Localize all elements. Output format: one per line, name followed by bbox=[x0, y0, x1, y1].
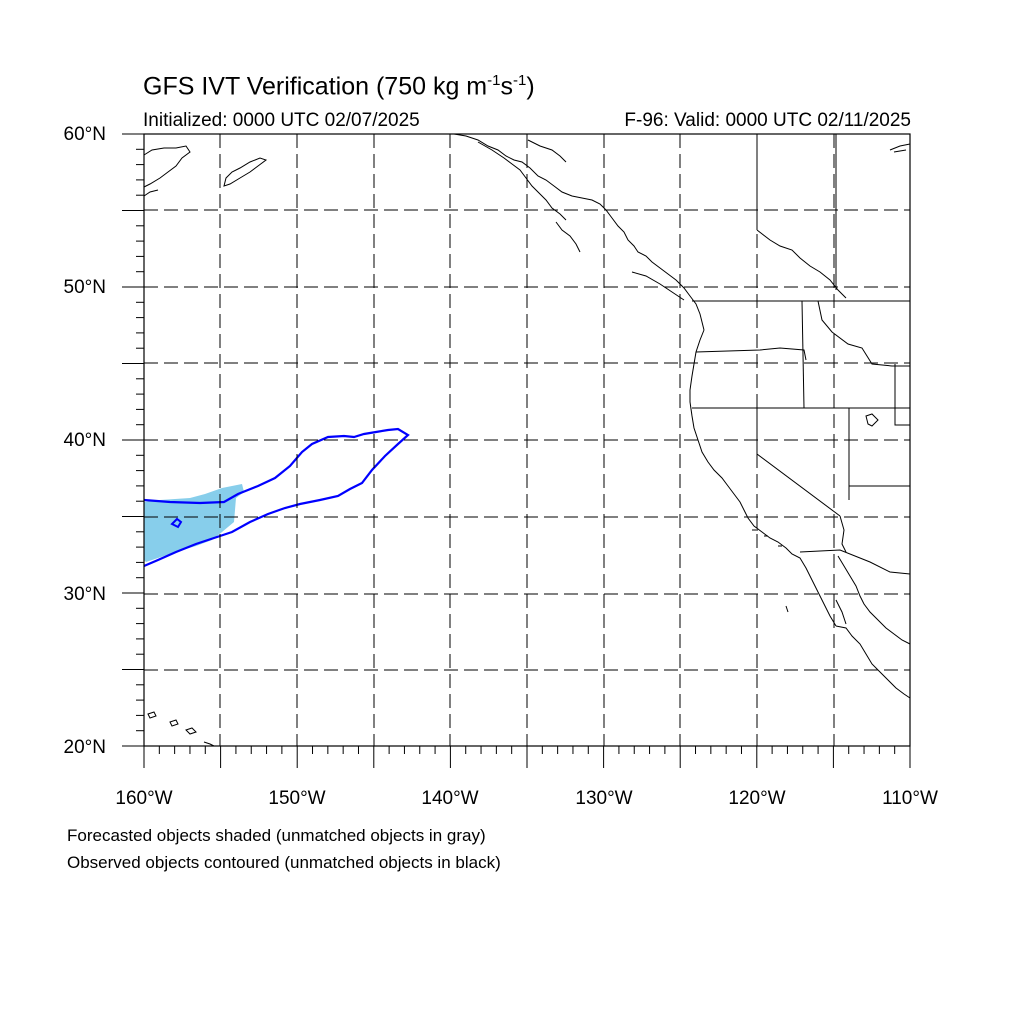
coastlines bbox=[143, 133, 911, 747]
lon-label-160w: 160°W bbox=[115, 788, 173, 809]
lat-label-50: 50°N bbox=[63, 277, 106, 298]
lon-label-110w: 110°W bbox=[882, 788, 938, 809]
lon-label-150w: 150°W bbox=[268, 788, 326, 809]
lon-label-140w: 140°W bbox=[421, 788, 479, 809]
valid-time: F-96: Valid: 0000 UTC 02/11/2025 bbox=[624, 110, 911, 131]
initialized-time: Initialized: 0000 UTC 02/07/2025 bbox=[143, 110, 420, 131]
tick-marks bbox=[122, 133, 911, 768]
lat-label-60: 60°N bbox=[63, 124, 106, 145]
lon-label-130w: 130°W bbox=[575, 788, 633, 809]
graticule bbox=[144, 134, 910, 746]
forecast-object-shaded bbox=[144, 484, 244, 562]
forecast-legend-note: Forecasted objects shaded (unmatched obj… bbox=[67, 826, 486, 845]
political-borders bbox=[692, 134, 911, 575]
observed-object-contour bbox=[143, 427, 410, 568]
observed-legend-note: Observed objects contoured (unmatched ob… bbox=[67, 853, 501, 872]
lat-label-30: 30°N bbox=[63, 584, 106, 605]
observed-object-contour-small bbox=[170, 517, 183, 529]
lat-label-40: 40°N bbox=[63, 430, 106, 451]
lon-label-120w: 120°W bbox=[728, 788, 786, 809]
lat-label-20: 20°N bbox=[63, 737, 106, 758]
map-title: GFS IVT Verification (750 kg m-1s-1) bbox=[143, 72, 535, 101]
